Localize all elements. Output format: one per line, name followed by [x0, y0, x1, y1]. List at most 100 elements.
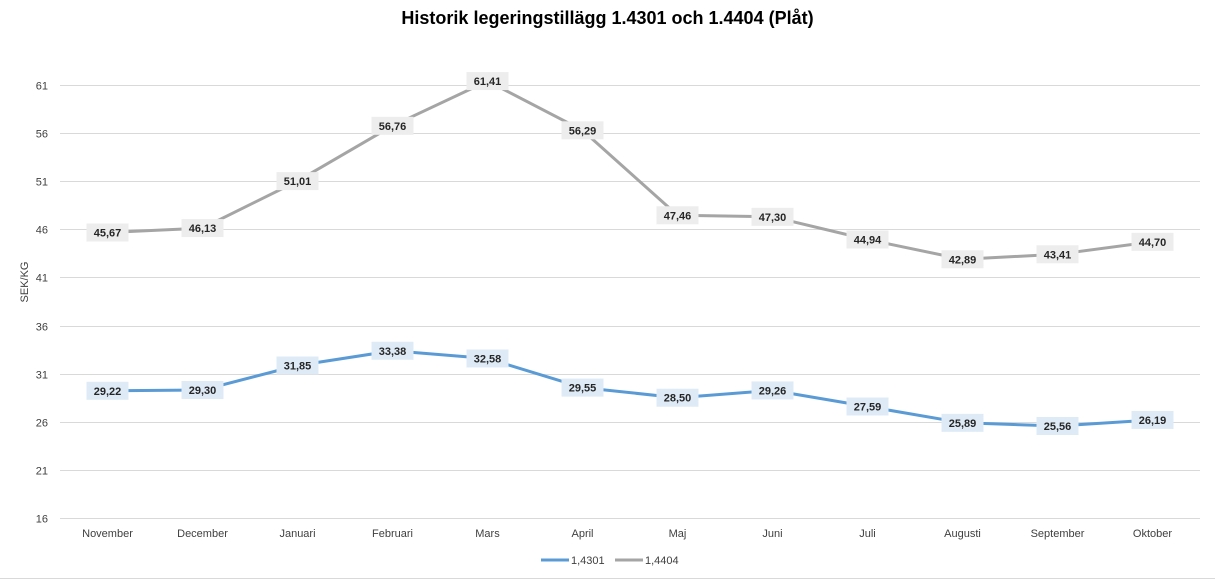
data-label: 31,85	[284, 360, 312, 372]
data-label: 29,26	[759, 385, 787, 397]
y-tick-label: 46	[36, 225, 48, 237]
data-label-bg	[371, 341, 414, 360]
x-tick-label: December	[177, 528, 228, 540]
data-label-bg	[941, 250, 984, 269]
data-label: 46,13	[189, 223, 217, 235]
data-label-bg	[276, 356, 319, 375]
data-label-bg	[656, 388, 699, 407]
data-label-bg	[846, 230, 889, 249]
legend-label-0: 1,4301	[571, 555, 605, 567]
data-label-group: 27,59	[846, 397, 889, 416]
data-label: 29,55	[569, 383, 597, 395]
data-label-bg	[466, 72, 509, 91]
x-tick-label: Juni	[762, 528, 782, 540]
x-axis-ticks: November December Januari Februari Mars April…	[82, 528, 1172, 540]
legend-label-1: 1,4404	[645, 555, 679, 567]
data-label: 33,38	[379, 346, 407, 358]
data-label-group: 31,85	[276, 356, 319, 375]
data-label-group: 25,89	[941, 413, 984, 432]
y-tick-label: 41	[36, 273, 48, 285]
data-label-bg	[86, 381, 129, 400]
data-label-bg	[466, 349, 509, 368]
y-tick-label: 61	[36, 81, 48, 93]
data-label-bg	[1036, 245, 1079, 264]
data-label-group: 33,38	[371, 341, 414, 360]
data-label-bg	[561, 121, 604, 140]
series-line-0	[106, 349, 1154, 428]
data-label-bg	[1131, 410, 1174, 429]
data-label-group: 29,30	[181, 381, 224, 400]
data-label-group: 25,56	[1036, 417, 1079, 436]
y-tick-label: 31	[36, 370, 48, 382]
data-label-group: 29,22	[86, 381, 129, 400]
x-tick-label: September	[1031, 528, 1085, 540]
data-label-group: 29,55	[561, 378, 604, 397]
x-tick-label: April	[571, 528, 593, 540]
gridlines	[60, 85, 1200, 519]
data-label-group: 56,29	[561, 121, 604, 140]
data-label: 44,94	[854, 235, 882, 247]
data-label: 47,46	[664, 210, 692, 222]
data-labels: 29,22 29,30 31,85 33,38 32,58 29,55 28,50 29,26…	[86, 72, 1174, 436]
data-label-bg	[276, 172, 319, 191]
data-label-bg	[1036, 417, 1079, 436]
y-tick-label: 21	[36, 466, 48, 478]
data-label-bg	[181, 381, 224, 400]
data-label: 29,22	[94, 386, 122, 398]
data-label-group: 43,41	[1036, 245, 1079, 264]
data-label: 56,29	[569, 125, 597, 137]
data-label-bg	[846, 397, 889, 416]
data-label-group: 47,30	[751, 207, 794, 226]
data-label: 56,76	[379, 121, 407, 133]
x-tick-label: Maj	[669, 528, 687, 540]
data-label: 28,50	[664, 393, 692, 405]
data-label-group: 42,89	[941, 250, 984, 269]
y-tick-label: 36	[36, 322, 48, 334]
data-label: 47,30	[759, 212, 787, 224]
data-label-group: 51,01	[276, 172, 319, 191]
data-label: 45,67	[94, 228, 122, 240]
data-label-bg	[1131, 232, 1174, 251]
y-tick-label: 16	[36, 514, 48, 526]
x-tick-label: Februari	[372, 528, 413, 540]
data-label-group: 29,26	[751, 381, 794, 400]
data-label-group: 45,67	[86, 223, 129, 242]
data-label: 61,41	[474, 76, 502, 88]
y-tick-label: 56	[36, 129, 48, 141]
data-label-bg	[941, 413, 984, 432]
data-label: 25,89	[949, 418, 977, 430]
data-label-bg	[751, 381, 794, 400]
data-label-bg	[751, 207, 794, 226]
data-label-bg	[181, 219, 224, 238]
x-tick-label: Januari	[279, 528, 315, 540]
x-tick-label: Mars	[475, 528, 500, 540]
data-label-group: 32,58	[466, 349, 509, 368]
x-tick-label: Juli	[859, 528, 876, 540]
data-label-group: 44,94	[846, 230, 889, 249]
data-label-bg	[86, 223, 129, 242]
data-label-bg	[656, 206, 699, 225]
y-tick-label: 26	[36, 418, 48, 430]
y-axis-ticks: 16 21 26 31 36 41 46 51 56 61	[36, 81, 48, 526]
y-tick-label: 51	[36, 177, 48, 189]
data-label: 26,19	[1139, 415, 1167, 427]
data-label: 27,59	[854, 401, 882, 413]
data-label-bg	[371, 116, 414, 135]
y-axis-title: SEK/KG	[19, 262, 31, 303]
chart-title: Historik legeringstillägg 1.4301 och 1.4…	[401, 8, 814, 28]
data-label: 44,70	[1139, 237, 1167, 249]
data-label: 29,30	[189, 385, 217, 397]
legend: 1,4301 1,4404	[541, 555, 679, 567]
x-tick-label: November	[82, 528, 133, 540]
data-label-group: 26,19	[1131, 410, 1174, 429]
data-label-group: 47,46	[656, 206, 699, 225]
data-label: 25,56	[1044, 421, 1072, 433]
series-line-1	[106, 79, 1154, 261]
x-tick-label: Augusti	[944, 528, 981, 540]
data-label-group: 44,70	[1131, 232, 1174, 251]
data-label-bg	[561, 378, 604, 397]
data-label-group: 61,41	[466, 72, 509, 91]
data-label: 51,01	[284, 176, 312, 188]
data-label: 32,58	[474, 353, 502, 365]
